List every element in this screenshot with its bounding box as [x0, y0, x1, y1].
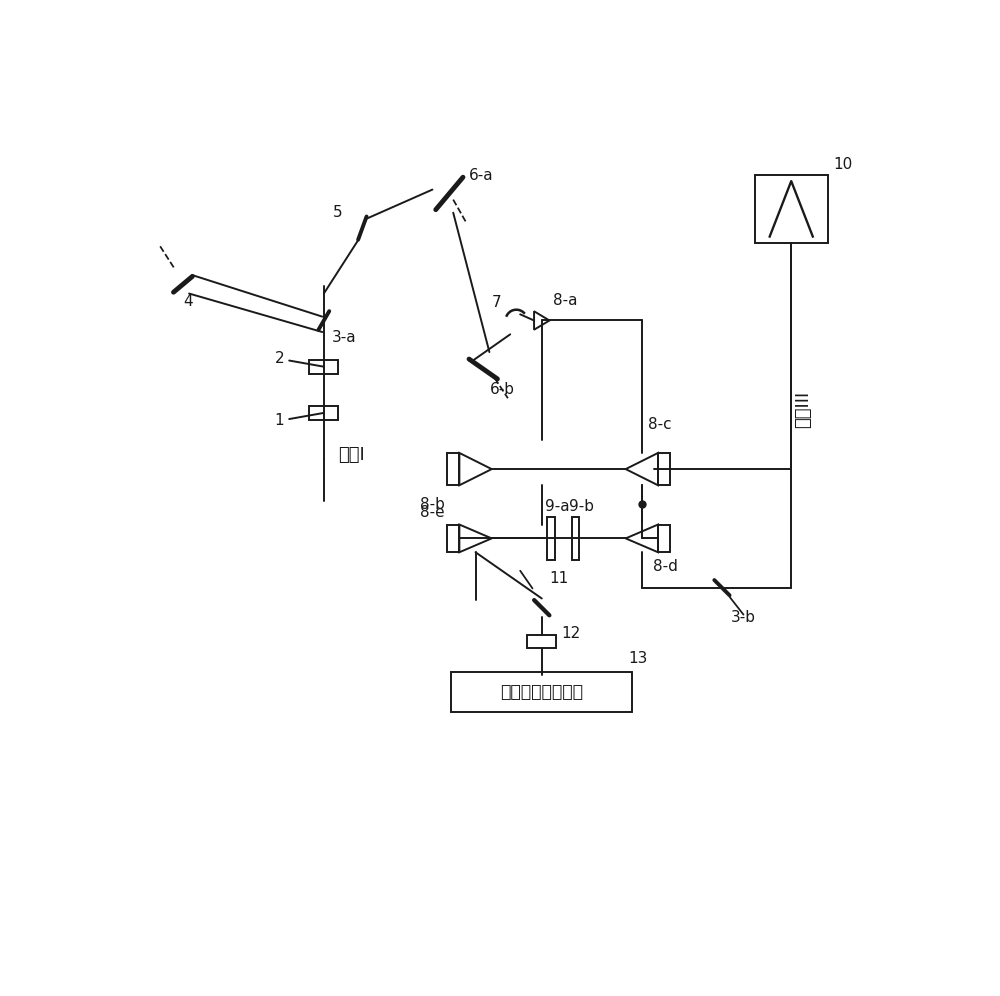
Text: 10: 10 — [834, 156, 853, 171]
Text: 9-a: 9-a — [545, 499, 569, 515]
Text: 11: 11 — [549, 571, 569, 586]
Bar — [755, 175, 828, 243]
Text: 1: 1 — [274, 413, 284, 428]
Text: 6-a: 6-a — [469, 167, 493, 182]
Text: 8-a: 8-a — [553, 293, 577, 308]
Text: 6-b: 6-b — [489, 381, 514, 396]
Text: 激光I: 激光I — [338, 446, 364, 464]
Text: 光电平衡探测模块: 光电平衡探测模块 — [500, 683, 583, 701]
Text: 7: 7 — [492, 295, 501, 310]
Text: 3-b: 3-b — [731, 611, 756, 625]
Bar — [447, 525, 459, 552]
Text: 激光III: 激光III — [794, 390, 812, 427]
Text: 8-d: 8-d — [653, 559, 678, 574]
Text: 13: 13 — [628, 651, 648, 666]
FancyBboxPatch shape — [527, 635, 556, 648]
FancyBboxPatch shape — [309, 406, 338, 420]
Text: 4: 4 — [183, 294, 193, 309]
Text: 2: 2 — [274, 352, 284, 367]
Text: 8-c: 8-c — [648, 417, 672, 432]
FancyBboxPatch shape — [309, 360, 338, 374]
Text: 5: 5 — [333, 204, 343, 219]
Text: 8-e: 8-e — [420, 505, 445, 520]
Text: 12: 12 — [561, 625, 580, 640]
Bar — [658, 525, 670, 552]
Text: 8-b: 8-b — [420, 497, 445, 512]
Text: 9-b: 9-b — [569, 499, 594, 515]
Bar — [658, 453, 670, 485]
Bar — [572, 517, 579, 560]
Text: 3-a: 3-a — [332, 330, 356, 345]
Bar — [547, 517, 555, 560]
Bar — [447, 453, 459, 485]
Bar — [451, 672, 632, 712]
